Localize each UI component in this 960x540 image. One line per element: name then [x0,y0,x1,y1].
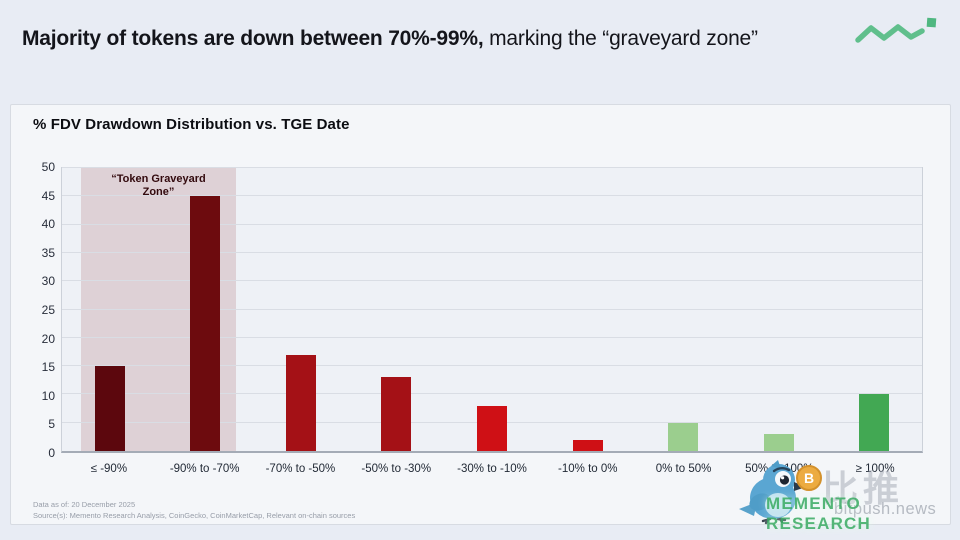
gridline [62,393,922,395]
bar [381,377,412,451]
x-tick-label: ≤ -90% [90,463,128,475]
watermark-memento-research: MEMENTO RESEARCH [766,494,872,533]
gridline [62,365,922,367]
page-title: Majority of tokens are down between 70%-… [22,24,822,54]
x-tick-label: -70% to -50% [265,463,336,475]
gridline [62,195,922,197]
y-tick-label: 10 [41,388,55,403]
y-tick-label: 35 [41,245,55,260]
page-title-rest: marking the “graveyard zone” [483,27,758,50]
x-tick-label: -90% to -70% [169,463,240,475]
graveyard-zone-label: “Token Graveyard Zone” [111,173,206,198]
x-tick-label: -10% to 0% [558,463,618,475]
bitcoin-coin-icon: B [796,465,822,491]
gridline [62,336,922,338]
plot-area: “Token Graveyard Zone” [61,167,923,453]
gridline [62,167,922,168]
x-axis-labels: ≤ -90% -90% to -70% -70% to -50% -50% to -3… [61,457,923,479]
bar [285,354,316,451]
x-tick-label: -30% to -10% [457,463,527,475]
gridline [62,280,922,282]
bar [190,196,221,451]
chart-title: % FDV Drawdown Distribution vs. TGE Date [33,116,350,133]
y-tick-label: 15 [41,360,55,375]
gridline [62,223,922,225]
y-tick-label: 45 [41,188,55,203]
watermark-bitpush-chinese: 比推 [822,468,905,509]
y-axis-labels: 0 5 10 15 20 25 30 35 40 45 50 [13,160,55,460]
y-tick-label: 40 [41,217,55,232]
x-tick-label: 0% to 50% [655,463,712,475]
footnote-sources: Source(s): Memento Research Analysis, Co… [33,511,356,520]
gridline [62,251,922,253]
bar [477,405,507,451]
zigzag-trend-icon [855,17,937,43]
y-tick-label: 30 [41,274,55,289]
bitpush-bird-icon [739,460,806,525]
bar [94,366,125,451]
watermark-bitpush-domain: bitpush.news [834,500,937,518]
y-tick-label: 50 [41,160,55,174]
chart-card: % FDV Drawdown Distribution vs. TGE Date… [10,104,951,525]
y-tick-label: 25 [41,303,55,317]
y-tick-label: 20 [41,331,55,346]
bar [572,439,603,451]
x-tick-label: -50% to -30% [361,463,432,475]
y-tick-label: 5 [48,417,55,432]
y-tick-label: 0 [48,446,55,460]
bar [763,434,794,451]
x-tick-label: ≥ 100% [855,463,895,475]
bar [668,422,699,451]
footnote-date: Data as of: 20 December 2025 [33,500,136,509]
page-title-emphasis: Majority of tokens are down between 70%-… [22,27,484,50]
gridline [62,308,922,310]
bar [859,394,890,451]
